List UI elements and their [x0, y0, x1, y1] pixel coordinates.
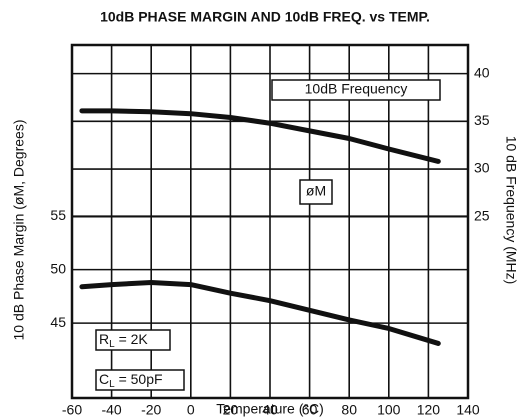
plot-border: [70, 43, 470, 400]
legend-box: [271, 79, 441, 101]
annotation-sub: L: [109, 379, 115, 390]
y-tick-label: 55: [50, 207, 66, 223]
legend-label: øM: [306, 183, 326, 199]
x-tick-label: 60: [302, 402, 318, 418]
data-line: [79, 108, 441, 164]
y2-tick-label: 40: [474, 64, 490, 80]
x-tick-label: 100: [377, 402, 401, 418]
chart-title: 10dB PHASE MARGIN AND 10dB FREQ. vs TEMP…: [100, 9, 430, 25]
plot-area: -60 -40 -20 0 20 40 60 80 100 120 140 45 50 55 25 30 35 4…: [50, 43, 490, 418]
y2-tick-label: 25: [474, 207, 490, 223]
annotation-part: R: [99, 331, 109, 347]
y2-tick-label: 35: [474, 112, 490, 128]
x-tick-label: 40: [262, 402, 278, 418]
annotation-box: [95, 369, 185, 391]
x-tick-label: 80: [341, 402, 357, 418]
x-tick-label: -40: [101, 402, 121, 418]
x-tick-label: 0: [187, 402, 195, 418]
x-tick-label: 20: [223, 402, 239, 418]
y-tick-label: 50: [50, 260, 66, 276]
y2-tick-label: 30: [474, 160, 490, 176]
annotation-sub: L: [109, 339, 115, 350]
legend-label: 10dB Frequency: [305, 81, 408, 97]
y-axis-label: 10 dB Phase Margin (øM, Degrees): [11, 120, 27, 341]
annotation-part: = 50pF: [115, 371, 163, 387]
x-tick-label: 120: [417, 402, 441, 418]
data-line: [79, 279, 441, 346]
annotation-part: C: [99, 371, 109, 387]
x-tick-label: -60: [62, 402, 82, 418]
annotation: RL = 2K: [99, 331, 148, 350]
annotation: CL = 50pF: [99, 371, 163, 390]
x-tick-label: -20: [141, 402, 161, 418]
x-axis-label: Temperature (°C): [216, 401, 324, 417]
x-tick-label: 140: [456, 402, 480, 418]
y2-axis-label: 10 dB Frequency (MHz): [503, 136, 519, 285]
annotation-part: = 2K: [115, 331, 149, 347]
y-tick-label: 45: [50, 314, 66, 330]
annotation-box: [95, 329, 171, 351]
legend-box: [299, 179, 333, 205]
annotations: 10dB Frequency øM RL = 2K CL = 50pF: [95, 79, 441, 391]
